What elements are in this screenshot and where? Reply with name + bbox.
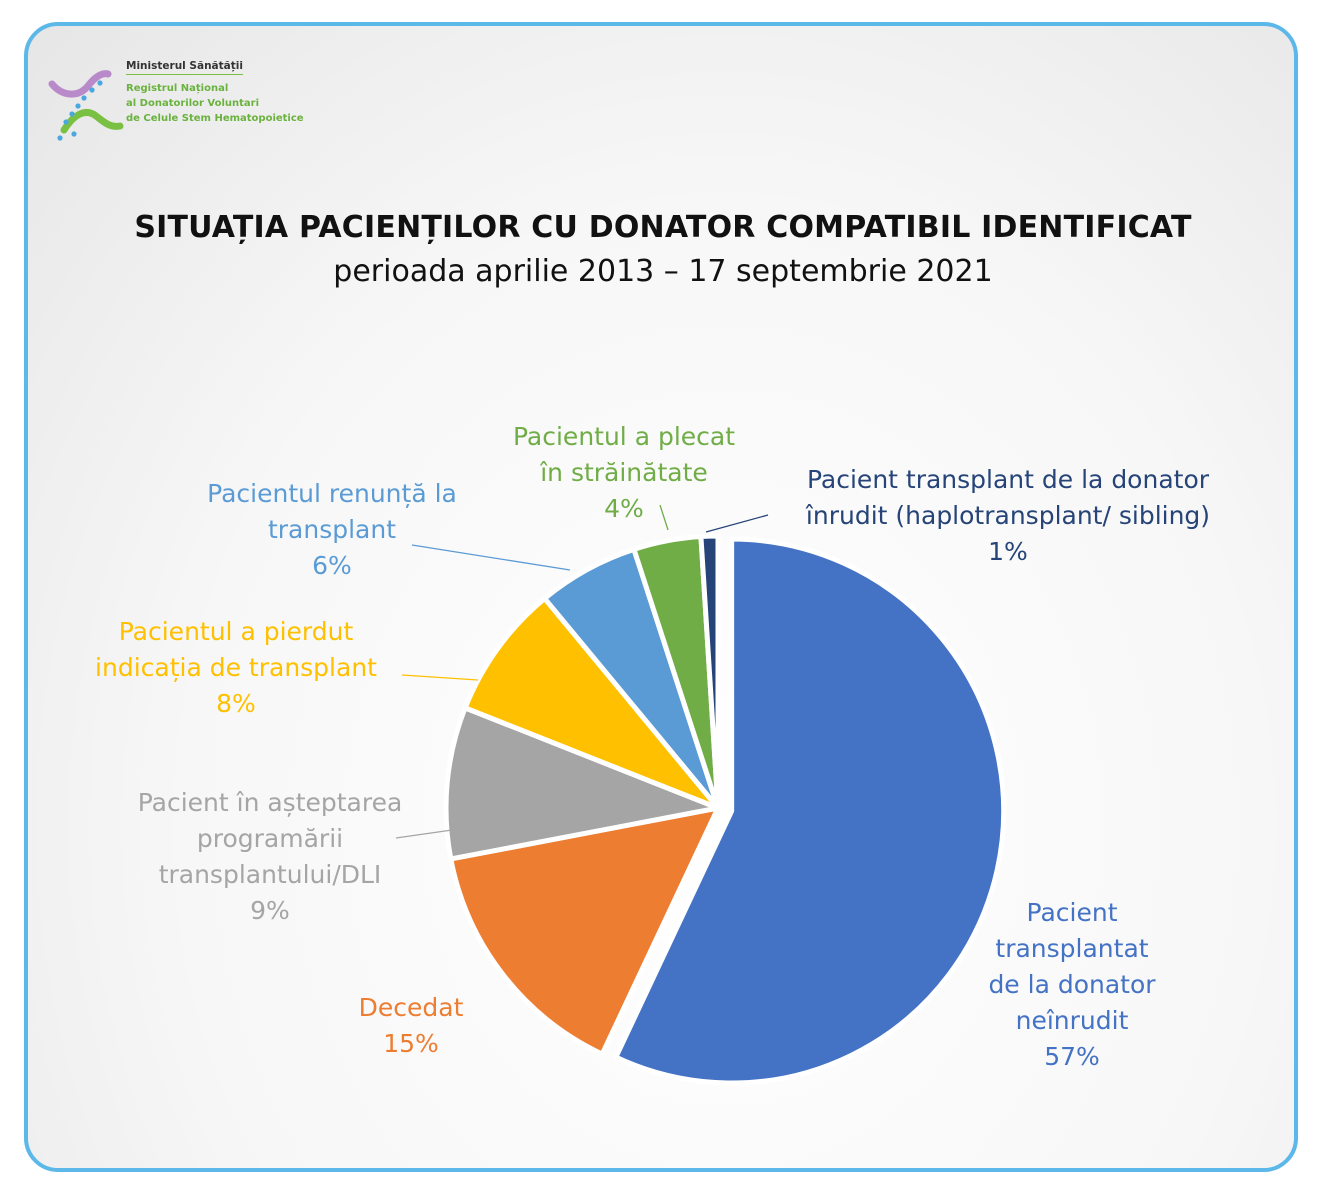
slice-percent: 57% — [1044, 1042, 1100, 1071]
slice-label-1: Decedat 15% — [311, 990, 511, 1062]
registry-name-line-1: Registrul Național — [126, 83, 229, 94]
slice-label-5: Pacientul a plecat în străinătate 4% — [474, 419, 774, 527]
slice-percent: 6% — [312, 551, 352, 580]
leader-line-6 — [705, 514, 769, 533]
slice-label-text: Decedat — [358, 993, 464, 1022]
slice-percent: 4% — [604, 494, 644, 523]
slice-percent: 9% — [250, 896, 290, 925]
pie-slice-1 — [448, 805, 721, 1057]
slice-label-text: Pacientul a plecat în străinătate — [512, 422, 736, 487]
leader-line-5 — [659, 504, 669, 531]
leader-line-4 — [411, 544, 571, 571]
leader-line-3 — [401, 674, 479, 681]
registry-logo: Ministerul Sănătății Registrul Național … — [48, 56, 348, 146]
ministry-name: Ministerul Sănătății — [126, 60, 243, 75]
pie-slice-2 — [443, 705, 721, 862]
registry-name-line-3: de Celule Stem Hematopoietice — [126, 113, 304, 124]
pie-slice-0 — [613, 536, 1007, 1086]
chart-title: SITUAȚIA PACIENȚILOR CU DONATOR COMPATIB… — [134, 210, 1192, 245]
slice-label-text: Pacient în așteptarea programării transp… — [137, 788, 403, 889]
slice-percent: 8% — [216, 689, 256, 718]
slice-label-6: Pacient transplant de la donator înrudit… — [778, 462, 1238, 570]
slice-label-4: Pacientul renunță la transplant 6% — [172, 476, 492, 584]
slice-percent: 1% — [988, 537, 1028, 566]
slice-label-text: Pacient transplantat de la donator neînr… — [988, 898, 1156, 1035]
slice-label-text: Pacient transplant de la donator înrudit… — [805, 465, 1211, 530]
slice-percent: 15% — [383, 1029, 439, 1058]
pie-slice-6 — [698, 533, 721, 811]
slice-label-3: Pacientul a pierdut indicația de transpl… — [66, 614, 406, 722]
slice-label-text: Pacientul a pierdut indicația de transpl… — [95, 617, 377, 682]
chart-subtitle: perioada aprilie 2013 – 17 septembrie 20… — [333, 254, 993, 289]
slice-label-text: Pacientul renunță la transplant — [207, 479, 457, 544]
leader-line-2 — [395, 829, 453, 839]
registry-name-line-2: al Donatorilor Voluntari — [126, 98, 260, 109]
pie-slice-3 — [462, 595, 721, 811]
slice-label-2: Pacient în așteptarea programării transp… — [110, 785, 430, 929]
registry-logo-icon — [48, 70, 124, 141]
slice-label-0: Pacient transplantat de la donator neînr… — [942, 895, 1202, 1075]
